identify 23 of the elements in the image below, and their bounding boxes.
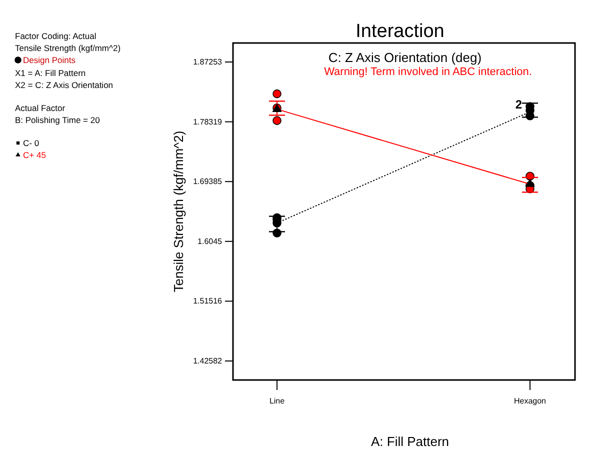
x-tick-label: Line <box>269 396 286 406</box>
text: X1 = A: Fill Pattern <box>15 68 86 78</box>
y-tick-label: 1.87253 <box>193 58 223 67</box>
text: B: Polishing Time = 20 <box>15 115 100 125</box>
text: X2 = C: Z Axis Orientation <box>15 80 114 90</box>
text: Tensile Strength (kgf/mm^2) <box>15 43 121 53</box>
annotation: 2 <box>515 98 522 112</box>
legend-label: C- 0 <box>23 138 40 148</box>
y-tick-label: 1.6045 <box>198 236 223 246</box>
legend-label: Design Points <box>23 55 76 65</box>
y-axis-title: Tensile Strength (kgf/mm^2) <box>171 130 186 292</box>
chart-title: Interaction <box>356 21 444 42</box>
x-tick-label: Hexagon <box>514 396 546 406</box>
text: C: Z Axis Orientation (deg) <box>328 50 482 65</box>
x-axis-title: A: Fill Pattern <box>370 434 450 449</box>
text: Factor Coding: Actual <box>15 31 96 41</box>
y-tick-label: 1.42582 <box>193 356 223 366</box>
annotation: Warning! Term involved in ABC interaction. <box>324 66 532 78</box>
legend-label: C+ 45 <box>23 150 46 160</box>
text: Actual Factor <box>15 103 66 113</box>
y-tick-label: 1.69385 <box>193 177 223 186</box>
y-tick-label: 1.51516 <box>193 296 223 306</box>
y-tick-label: 1.78319 <box>193 117 223 126</box>
